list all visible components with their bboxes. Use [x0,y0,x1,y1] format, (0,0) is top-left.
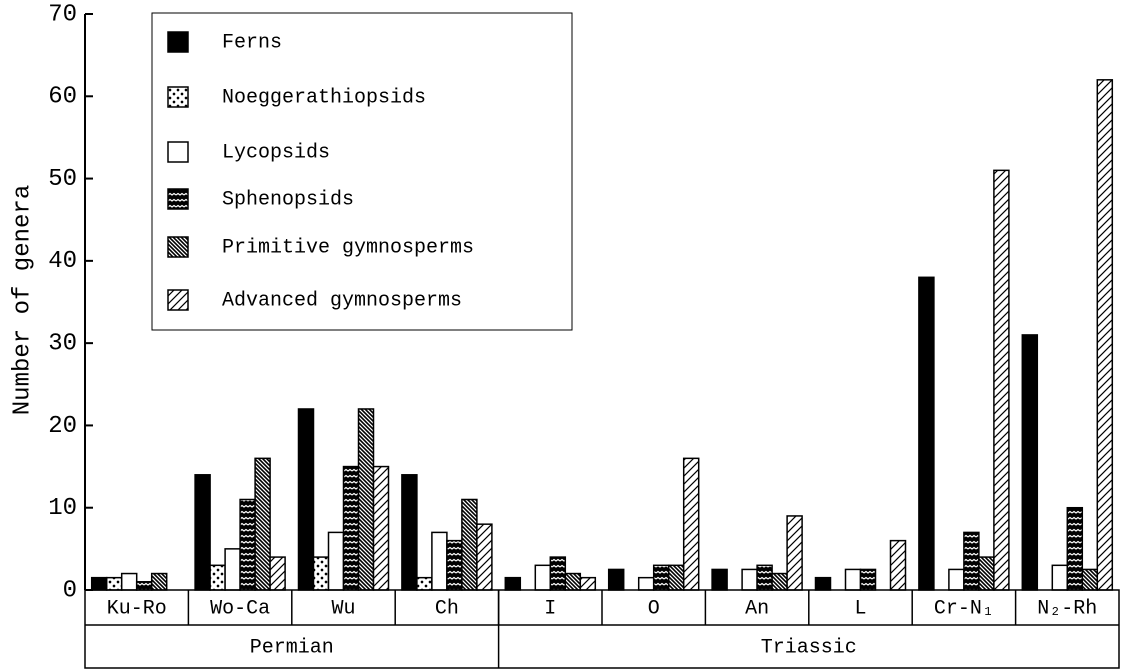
bar [269,556,286,591]
bar [607,568,625,591]
bar [889,539,907,591]
bar [194,474,211,591]
bar [312,556,330,591]
group-label: Triassic [761,636,857,659]
bar [297,408,315,591]
bar [549,556,567,591]
legend-label: Noeggerathiopsids [222,86,426,109]
legend-swatch [167,236,189,258]
bar [534,564,552,591]
bar [1066,506,1084,591]
y-axis-label: Number of genera [9,185,36,415]
bar [401,474,418,591]
x-tick-label: N₂-Rh [1037,597,1097,620]
bar [978,556,995,591]
bar [918,276,935,591]
bar [741,568,758,591]
legend-swatch [167,188,189,210]
x-tick-label: Wo-Ca [210,597,270,620]
bar [667,564,685,591]
bar [327,531,345,591]
bar [446,539,463,591]
bar [637,576,655,591]
y-tick-label: 10 [48,495,77,522]
x-tick-label: Ch [435,597,459,620]
bar [859,568,877,591]
legend-label: Ferns [222,31,282,54]
legend-label: Primitive gymnosperms [222,236,474,259]
bar [504,576,522,591]
bar [844,568,862,591]
legend-swatch [167,289,189,311]
bar [1081,568,1099,591]
bar [461,498,478,591]
legend [151,12,573,331]
bar [993,169,1010,591]
bar [357,408,375,591]
bar [150,572,168,591]
y-tick-label: 0 [63,577,77,604]
x-tick-label: L [854,597,866,620]
bar [711,568,728,591]
bar [771,572,788,591]
bar [224,548,241,591]
bar [372,465,390,591]
y-tick-label: 70 [48,1,77,28]
bar [963,531,980,591]
legend-swatch [167,31,189,53]
bar [786,515,803,591]
bar [564,572,582,591]
bar [120,572,138,591]
bar [1021,334,1039,591]
y-tick-label: 30 [48,330,77,357]
bar [579,576,597,591]
x-tick-label: Ku-Ro [107,597,167,620]
group-label: Permian [250,636,334,659]
bar [756,564,773,591]
bar [431,531,448,591]
bar [1051,564,1069,591]
legend-label: Advanced gymnosperms [222,289,462,312]
legend-label: Sphenopsids [222,188,354,211]
bar [239,498,256,591]
y-tick-label: 60 [48,84,77,111]
x-tick-label: Wu [331,597,355,620]
legend-label: Lycopsids [222,141,330,164]
bar [652,564,670,591]
bar [948,568,965,591]
x-tick-label: An [745,597,769,620]
bar [416,576,433,591]
bar [814,576,832,591]
y-tick-label: 40 [48,248,77,275]
y-tick-label: 50 [48,166,77,193]
legend-swatch [167,86,189,108]
bar [209,564,226,591]
x-tick-label: O [648,597,660,620]
y-tick-label: 20 [48,413,77,440]
bar [135,581,153,591]
x-tick-label: Cr-N₁ [934,597,994,620]
bar [682,457,700,591]
x-tick-label: I [544,597,556,620]
bar [105,576,123,591]
bar [342,465,360,591]
bar [1096,79,1114,591]
bar [254,457,271,591]
bar [90,576,108,591]
legend-swatch [167,141,189,163]
bar [476,523,493,591]
